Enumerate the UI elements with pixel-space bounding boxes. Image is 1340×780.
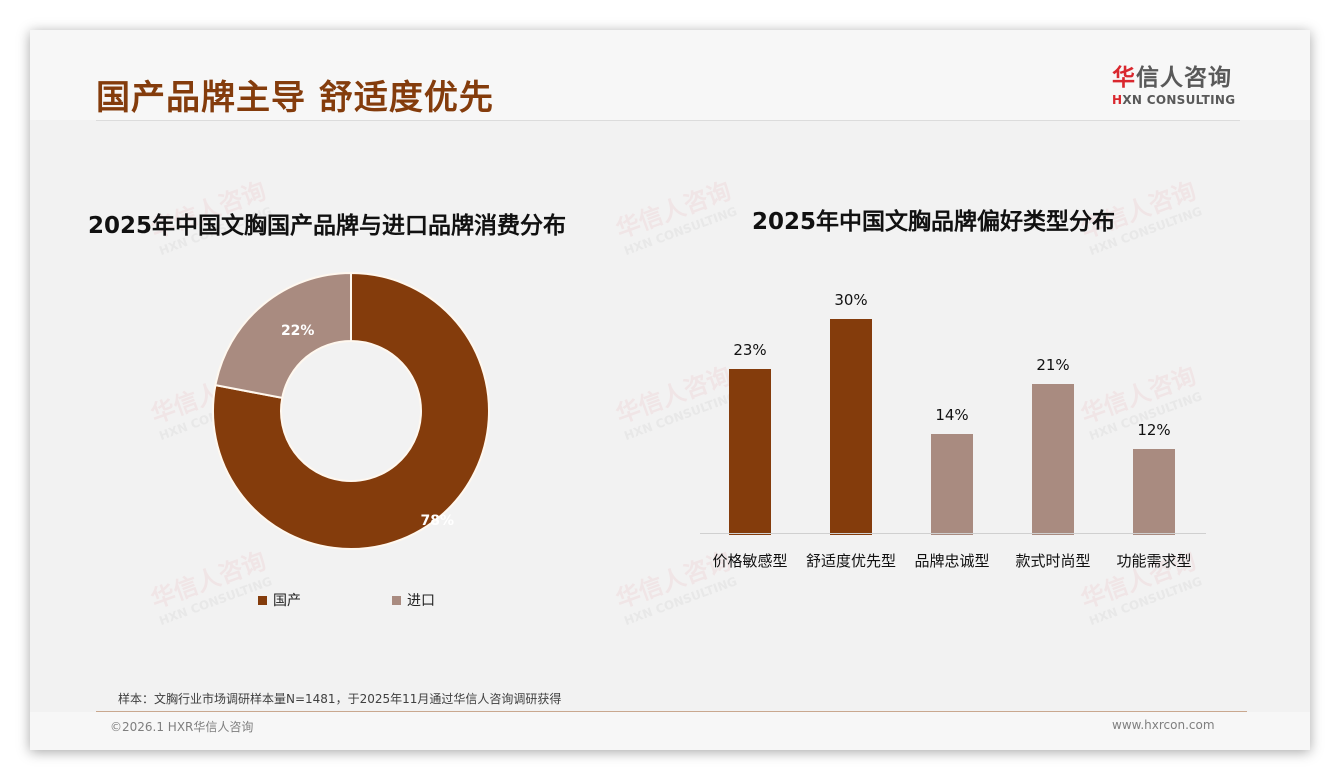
company-logo: 华信人咨询 HXN CONSULTING (1112, 64, 1242, 107)
bar-chart-title: 2025年中国文胸品牌偏好类型分布 (752, 209, 1116, 235)
bar-chart: 23% 30% 14% 21% 12% (700, 285, 1206, 535)
bar-value-label: 21% (1036, 355, 1070, 374)
slide: 华信人咨询 HXN CONSULTING 华信人咨询 HXN CONSULTING … (30, 30, 1310, 750)
donut-slice (214, 272, 352, 400)
logo-en-text: XN CONSULTING (1122, 93, 1236, 107)
bar-category-label: 品牌忠诚型 (914, 552, 990, 570)
bar-category-label: 功能需求型 (1116, 552, 1192, 570)
legend-swatch-icon (392, 595, 401, 605)
logo-en-accent: H (1112, 93, 1123, 107)
donut-slice-label: 22% (281, 323, 315, 339)
logo-accent: 华 (1112, 65, 1136, 91)
donut-chart-title: 2025年中国文胸国产品牌与进口品牌消费分布 (88, 213, 567, 239)
donut-chart: 78% 22% (212, 272, 490, 550)
legend-item-domestic: 国产 (258, 590, 301, 610)
bar-value-label: 30% (834, 291, 868, 309)
footer-divider (96, 711, 1247, 712)
x-axis (700, 533, 1206, 534)
website-link[interactable]: www.hxrcon.com (1112, 718, 1215, 732)
bar-value-label: 23% (733, 341, 767, 360)
bar (1133, 448, 1175, 535)
bar (931, 434, 973, 535)
bar (729, 369, 771, 535)
legend-label: 进口 (407, 593, 435, 609)
legend-label: 国产 (273, 593, 301, 609)
footer-band (30, 712, 1310, 750)
legend-item-imported: 进口 (392, 590, 435, 610)
header-band (30, 30, 1310, 120)
bar-category-label: 价格敏感型 (712, 552, 788, 570)
bar-value-label: 14% (935, 406, 969, 425)
sample-note: 样本：文胸行业市场调研样本量N=1481，于2025年11月通过华信人咨询调研获… (118, 692, 562, 706)
page-title: 国产品牌主导 舒适度优先 (96, 78, 494, 118)
logo-text: 信人咨询 (1136, 65, 1232, 91)
legend-swatch-icon (258, 595, 267, 605)
donut-slice-label: 78% (421, 513, 455, 529)
bar (830, 319, 872, 535)
copyright: ©2026.1 HXR华信人咨询 (110, 720, 254, 734)
bar-category-label: 款式时尚型 (1015, 552, 1091, 570)
donut-slice (212, 272, 490, 550)
bar-value-label: 12% (1137, 420, 1171, 439)
bar-category-label: 舒适度优先型 (805, 552, 896, 570)
title-divider (96, 120, 1240, 121)
bar (1032, 383, 1074, 535)
